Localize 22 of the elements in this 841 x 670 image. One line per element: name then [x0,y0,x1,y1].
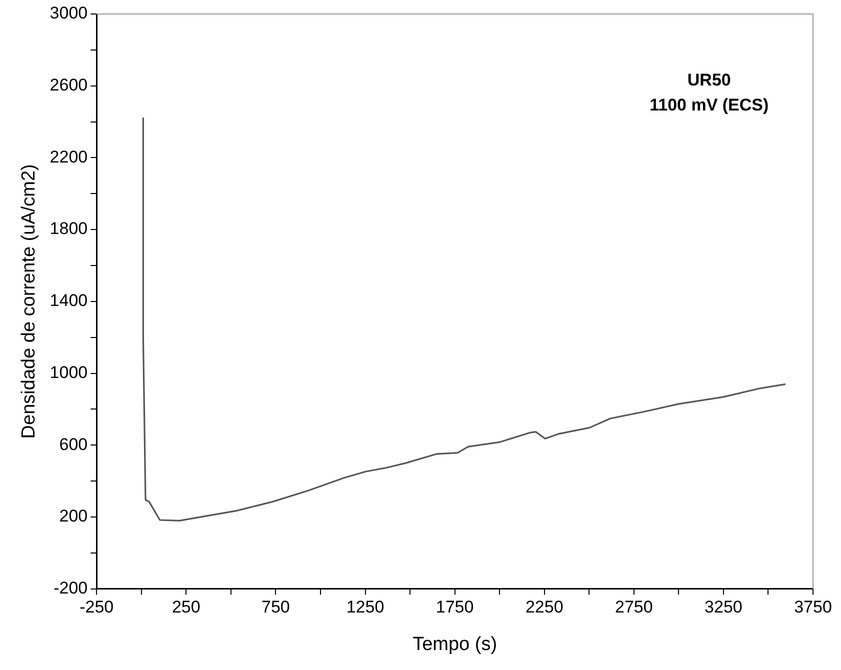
y-tick-label: 1800 [50,219,88,238]
y-tick-label: -200 [54,578,88,598]
x-tick-label: 3750 [794,598,832,617]
y-tick-label: 2200 [50,147,88,166]
x-tick-label: 1750 [436,598,474,617]
annotation: 1100 mV (ECS) [650,96,769,115]
x-tick-label: 1250 [346,598,384,617]
x-tick-label: 3250 [704,598,742,617]
x-tick-label: 250 [172,598,200,617]
y-tick-label: 200 [59,506,88,526]
x-tick-label: 2750 [614,598,653,617]
x-tick-label: 2250 [525,598,564,617]
y-tick-label: 3000 [50,4,88,23]
x-axis-title: Tempo (s) [412,634,498,655]
y-tick-label: 2600 [50,76,88,95]
x-tick-label: -250 [80,598,114,617]
annotation: UR50 [687,70,731,90]
y-tick-label: 1400 [50,291,88,310]
y-tick-label: 600 [59,434,88,454]
y-tick-label: 1000 [50,362,88,382]
x-tick-label: 750 [262,598,290,617]
y-axis-title: Densidade de corrente (uA/cm2) [18,164,40,439]
